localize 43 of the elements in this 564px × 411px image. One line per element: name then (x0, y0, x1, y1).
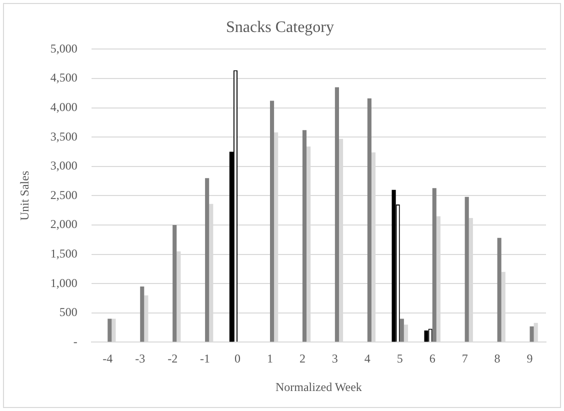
x-tick-label: -2 (168, 352, 178, 366)
bar (108, 318, 112, 342)
x-tick-label: 0 (234, 352, 241, 366)
y-tick-label: 500 (59, 305, 78, 320)
x-tick-label: 5 (396, 352, 403, 366)
bar (334, 87, 339, 342)
bar (302, 130, 307, 342)
bar (367, 98, 372, 342)
x-tick-label: 4 (364, 352, 370, 366)
bar (497, 238, 502, 342)
bar (432, 188, 436, 342)
bar (464, 196, 469, 342)
bar (400, 318, 404, 342)
bar (140, 286, 144, 342)
y-tick-label: 4,000 (50, 100, 78, 114)
bar (424, 330, 428, 342)
chart-title: Snacks Category (226, 18, 334, 36)
y-tick-label: 2,500 (50, 188, 78, 202)
x-tick-label: 9 (526, 352, 533, 366)
y-axis-title: Unit Sales (17, 170, 32, 221)
x-tick-label: -4 (102, 352, 113, 366)
x-axis-title: Normalized Week (275, 380, 362, 394)
y-tick-label: 3,000 (50, 158, 78, 173)
x-tick-label: 2 (299, 352, 306, 366)
y-tick-label: 4,500 (50, 70, 78, 85)
bar (392, 190, 396, 342)
y-tick-label: - (73, 334, 78, 348)
bar (530, 326, 534, 342)
y-tick-label: 2,000 (50, 217, 78, 232)
x-tick-label: 6 (429, 352, 436, 366)
x-tick-label: -1 (200, 352, 210, 366)
x-tick-label: 7 (462, 352, 468, 366)
bar (172, 225, 177, 342)
y-tick-label: 5,000 (50, 41, 78, 56)
x-tick-label: -3 (135, 352, 146, 366)
x-tick-label: 8 (494, 352, 500, 366)
y-tick-label: 1,000 (50, 276, 78, 290)
y-tick-label: 1,500 (50, 246, 78, 260)
x-tick-label: 1 (266, 352, 273, 366)
bar (205, 178, 210, 342)
y-tick-label: 3,500 (50, 129, 78, 144)
bar (270, 100, 274, 342)
x-tick-label: 3 (332, 352, 338, 366)
